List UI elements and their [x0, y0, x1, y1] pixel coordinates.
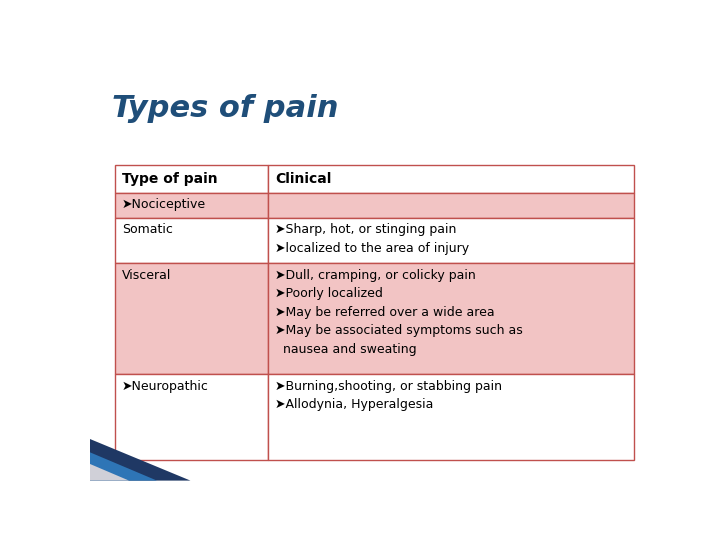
Bar — [115, 374, 268, 460]
Bar — [268, 374, 634, 460]
Polygon shape — [90, 464, 129, 481]
Text: ➤Dull, cramping, or colicky pain
➤Poorly localized
➤May be referred over a wide : ➤Dull, cramping, or colicky pain ➤Poorly… — [275, 269, 523, 356]
Text: Visceral: Visceral — [122, 269, 171, 282]
Bar — [115, 218, 268, 264]
Text: Types of pain: Types of pain — [112, 94, 339, 123]
Text: ➤Nociceptive: ➤Nociceptive — [122, 198, 206, 211]
Text: ➤Burning,shooting, or stabbing pain
➤Allodynia, Hyperalgesia: ➤Burning,shooting, or stabbing pain ➤All… — [275, 380, 502, 411]
Bar — [268, 193, 634, 218]
Bar — [268, 218, 634, 264]
Bar — [115, 193, 268, 218]
Bar — [115, 264, 268, 374]
Text: Somatic: Somatic — [122, 223, 173, 236]
Polygon shape — [90, 453, 157, 481]
Text: ➤Sharp, hot, or stinging pain
➤localized to the area of injury: ➤Sharp, hot, or stinging pain ➤localized… — [275, 223, 469, 255]
Text: Clinical: Clinical — [275, 172, 331, 186]
Polygon shape — [90, 439, 190, 481]
Bar — [268, 165, 634, 193]
Text: Type of pain: Type of pain — [122, 172, 217, 186]
Bar — [115, 165, 268, 193]
Bar — [268, 264, 634, 374]
Text: ➤Neuropathic: ➤Neuropathic — [122, 380, 209, 393]
